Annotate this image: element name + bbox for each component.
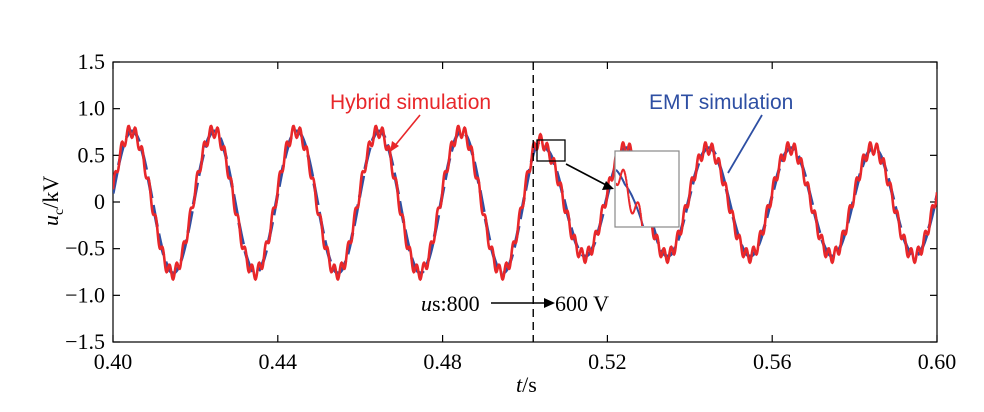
y-tick-label: −1.5: [65, 329, 105, 354]
x-axis-label: t/s: [516, 372, 537, 397]
y-axis-ticks: 1.5 1.0 0.5 0 −0.5 −1.0 −1.5: [65, 49, 937, 354]
y-tick-label: 0.5: [78, 142, 106, 167]
hybrid-label-arrowhead: [390, 141, 399, 152]
x-axis-ticks: 0.40 0.44 0.48 0.52 0.56 0.60: [94, 62, 957, 374]
x-tick-label: 0.56: [753, 349, 792, 374]
y-tick-label: 0: [94, 189, 105, 214]
zoom-inset: [614, 150, 680, 228]
zoom-region-box: [536, 139, 566, 162]
hybrid-label-arrow: [392, 114, 421, 149]
emt-series-label: EMT simulation: [649, 91, 793, 114]
zoom-arrow: [565, 163, 609, 187]
x-tick-label: 0.60: [918, 349, 957, 374]
y-tick-label: −1.0: [65, 282, 105, 307]
y-tick-label: 1.0: [78, 96, 106, 121]
y-tick-label: 1.5: [78, 49, 106, 74]
hybrid-series-line: [113, 124, 937, 282]
x-tick-label: 0.52: [588, 349, 627, 374]
zoom-arrowhead: [602, 181, 614, 190]
hybrid-series-label: Hybrid simulation: [330, 91, 491, 114]
x-tick-label: 0.44: [259, 349, 298, 374]
y-tick-label: −0.5: [65, 236, 105, 261]
step-annotation-to: 600 V: [555, 291, 609, 316]
step-arrowhead: [544, 298, 555, 308]
y-axis-label: uc/kV: [38, 176, 67, 226]
emt-label-pointer: [727, 114, 763, 174]
x-tick-label: 0.48: [423, 349, 462, 374]
x-tick-label: 0.40: [94, 349, 133, 374]
zoom-inset-hybrid-line: [616, 168, 644, 226]
step-annotation-from: us:800: [421, 291, 480, 316]
